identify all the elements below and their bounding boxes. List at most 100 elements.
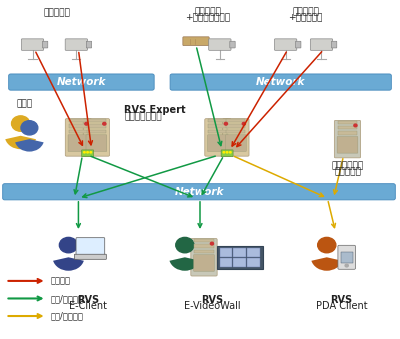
FancyBboxPatch shape: [65, 119, 92, 156]
FancyBboxPatch shape: [87, 130, 106, 133]
FancyBboxPatch shape: [87, 124, 106, 128]
Text: Network: Network: [174, 187, 224, 197]
Text: 事件/控制信号: 事件/控制信号: [50, 312, 83, 320]
FancyBboxPatch shape: [332, 41, 337, 48]
Wedge shape: [5, 136, 36, 149]
Circle shape: [226, 152, 228, 153]
FancyBboxPatch shape: [217, 246, 262, 268]
FancyBboxPatch shape: [194, 244, 214, 247]
FancyBboxPatch shape: [310, 39, 333, 50]
FancyBboxPatch shape: [337, 137, 358, 153]
FancyBboxPatch shape: [223, 119, 249, 156]
FancyBboxPatch shape: [338, 126, 357, 129]
Text: +视频服务器: +视频服务器: [288, 14, 323, 23]
Circle shape: [242, 122, 246, 125]
FancyBboxPatch shape: [234, 248, 246, 257]
FancyBboxPatch shape: [296, 41, 301, 48]
Circle shape: [354, 124, 357, 127]
FancyBboxPatch shape: [338, 121, 357, 124]
Text: 门禁等系统: 门禁等系统: [334, 167, 361, 177]
FancyBboxPatch shape: [208, 135, 228, 152]
Text: +数字硬盘录像机: +数字硬盘录像机: [186, 14, 230, 23]
Circle shape: [176, 237, 194, 253]
FancyBboxPatch shape: [194, 239, 214, 242]
FancyBboxPatch shape: [183, 37, 209, 46]
FancyBboxPatch shape: [21, 39, 44, 50]
FancyBboxPatch shape: [170, 74, 391, 90]
FancyBboxPatch shape: [65, 39, 88, 50]
FancyBboxPatch shape: [76, 238, 105, 255]
Text: 存储转发服务器: 存储转发服务器: [124, 113, 162, 122]
FancyBboxPatch shape: [208, 130, 228, 133]
Circle shape: [87, 152, 88, 153]
Text: RVS: RVS: [77, 295, 100, 304]
Text: E-VideoWall: E-VideoWall: [184, 301, 240, 311]
Text: RVS Expert: RVS Expert: [124, 105, 186, 116]
Text: PDA Client: PDA Client: [316, 301, 367, 311]
FancyBboxPatch shape: [86, 135, 107, 152]
Circle shape: [84, 152, 85, 153]
Wedge shape: [170, 257, 200, 271]
FancyBboxPatch shape: [220, 258, 232, 266]
FancyBboxPatch shape: [9, 74, 154, 90]
Text: 模拟摄像机: 模拟摄像机: [194, 7, 222, 16]
FancyBboxPatch shape: [226, 130, 246, 133]
FancyBboxPatch shape: [69, 119, 88, 122]
Text: 第三方报警与: 第三方报警与: [331, 161, 364, 170]
Circle shape: [345, 264, 348, 267]
Text: Network: Network: [256, 77, 306, 87]
FancyBboxPatch shape: [83, 119, 110, 156]
Circle shape: [318, 237, 336, 253]
FancyBboxPatch shape: [338, 245, 356, 269]
FancyBboxPatch shape: [338, 132, 357, 135]
Circle shape: [230, 152, 231, 153]
Text: E-Client: E-Client: [69, 301, 107, 311]
Circle shape: [210, 242, 214, 245]
Text: 模拟摄像机: 模拟摄像机: [292, 7, 319, 16]
FancyBboxPatch shape: [74, 254, 106, 259]
FancyBboxPatch shape: [226, 119, 246, 122]
FancyBboxPatch shape: [208, 124, 228, 128]
FancyBboxPatch shape: [194, 250, 214, 253]
FancyBboxPatch shape: [226, 124, 246, 128]
Text: 管理员: 管理员: [16, 100, 33, 109]
FancyBboxPatch shape: [68, 135, 89, 152]
Circle shape: [12, 116, 30, 131]
FancyBboxPatch shape: [334, 120, 361, 158]
FancyBboxPatch shape: [42, 41, 48, 48]
Text: 网络摄像机: 网络摄像机: [43, 8, 70, 18]
FancyBboxPatch shape: [274, 39, 297, 50]
Circle shape: [103, 122, 106, 125]
Wedge shape: [311, 257, 342, 271]
FancyBboxPatch shape: [234, 258, 246, 266]
FancyBboxPatch shape: [221, 150, 233, 157]
Circle shape: [21, 121, 38, 135]
FancyBboxPatch shape: [208, 119, 228, 122]
FancyBboxPatch shape: [82, 150, 94, 157]
FancyBboxPatch shape: [341, 252, 353, 263]
FancyBboxPatch shape: [3, 184, 395, 200]
FancyBboxPatch shape: [191, 239, 217, 276]
Wedge shape: [15, 139, 44, 152]
FancyBboxPatch shape: [220, 248, 232, 257]
FancyBboxPatch shape: [248, 258, 260, 266]
FancyBboxPatch shape: [205, 119, 231, 156]
Text: Network: Network: [57, 77, 106, 87]
FancyBboxPatch shape: [86, 41, 92, 48]
FancyBboxPatch shape: [69, 124, 88, 128]
Wedge shape: [53, 257, 84, 271]
FancyBboxPatch shape: [69, 130, 88, 133]
Text: RVS: RVS: [330, 295, 352, 304]
Circle shape: [90, 152, 92, 153]
Circle shape: [224, 122, 228, 125]
Circle shape: [85, 122, 88, 125]
FancyBboxPatch shape: [87, 119, 106, 122]
FancyBboxPatch shape: [248, 248, 260, 257]
Text: 实时视频: 实时视频: [50, 276, 70, 285]
FancyBboxPatch shape: [209, 39, 231, 50]
FancyBboxPatch shape: [226, 135, 246, 152]
FancyBboxPatch shape: [194, 255, 214, 271]
Text: RVS: RVS: [201, 295, 223, 304]
Circle shape: [59, 237, 78, 253]
Circle shape: [223, 152, 225, 153]
